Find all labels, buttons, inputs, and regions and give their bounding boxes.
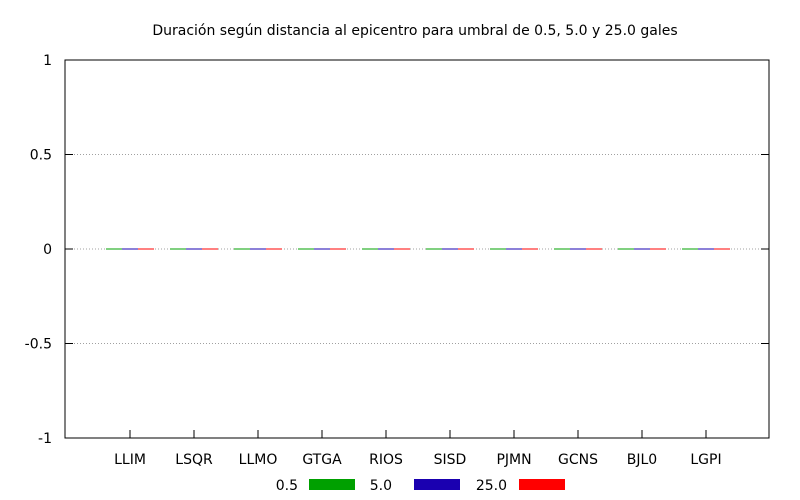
bar xyxy=(266,248,282,250)
bars xyxy=(106,248,730,250)
x-tick-label: SISD xyxy=(434,452,467,468)
y-tick-label: -0.5 xyxy=(25,337,52,353)
bar xyxy=(250,248,266,250)
x-tick-label: RIOS xyxy=(369,452,403,468)
x-axis: LLIM LSQR LLMO GTGA RIOS SISD PJMN GCNS BJL0 LGPI xyxy=(114,430,722,468)
bar xyxy=(522,248,538,250)
x-tick-label: GCNS xyxy=(558,452,598,468)
bar xyxy=(586,248,602,250)
bar xyxy=(330,248,346,250)
bar xyxy=(570,248,586,250)
chart-title: Duración según distancia al epicentro pa… xyxy=(152,23,677,39)
legend: 0.5 5.0 25.0 xyxy=(276,478,565,494)
bar xyxy=(442,248,458,250)
bar xyxy=(378,248,394,250)
bar xyxy=(426,248,442,250)
x-tick-label: PJMN xyxy=(496,452,531,468)
bar xyxy=(458,248,474,250)
bar xyxy=(122,248,138,250)
x-tick-label: LGPI xyxy=(690,452,721,468)
legend-label: 5.0 xyxy=(370,478,392,494)
bar xyxy=(170,248,186,250)
bar xyxy=(490,248,506,250)
bar xyxy=(298,248,314,250)
legend-swatch xyxy=(309,479,355,490)
legend-swatch xyxy=(519,479,565,490)
bar xyxy=(554,248,570,250)
bar xyxy=(314,248,330,250)
legend-swatch xyxy=(414,479,460,490)
bar xyxy=(234,248,250,250)
y-axis: 1 0.5 0 -0.5 -1 xyxy=(25,53,769,447)
bar xyxy=(618,248,634,250)
y-tick-label: 0.5 xyxy=(30,148,52,164)
x-tick-label: LLMO xyxy=(239,452,278,468)
bar xyxy=(650,248,666,250)
legend-label: 25.0 xyxy=(476,478,507,494)
x-tick-label: BJL0 xyxy=(627,452,657,468)
bar xyxy=(202,248,218,250)
y-tick-label: 1 xyxy=(43,53,52,69)
bar xyxy=(714,248,730,250)
bar xyxy=(106,248,122,250)
bar xyxy=(506,248,522,250)
x-tick-label: LLIM xyxy=(114,452,146,468)
x-tick-label: GTGA xyxy=(302,452,342,468)
bar xyxy=(634,248,650,250)
bar xyxy=(138,248,154,250)
bar xyxy=(394,248,410,250)
y-tick-label: -1 xyxy=(38,431,52,447)
bar xyxy=(186,248,202,250)
legend-label: 0.5 xyxy=(276,478,298,494)
x-tick-label: LSQR xyxy=(175,452,213,468)
bar xyxy=(698,248,714,250)
y-tick-label: 0 xyxy=(43,242,52,258)
bar xyxy=(682,248,698,250)
bar xyxy=(362,248,378,250)
